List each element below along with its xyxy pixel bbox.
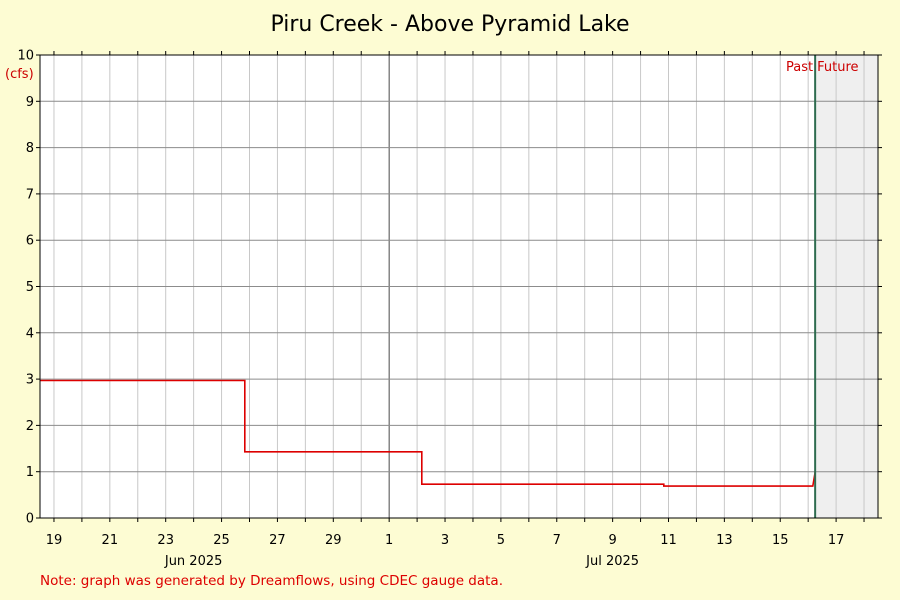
plot-border (39, 54, 879, 519)
x-month-label: Jul 2025 (585, 554, 639, 569)
past-label: Past (786, 60, 813, 75)
x-tick-label: 3 (441, 533, 449, 548)
x-tick-label: 25 (213, 533, 230, 548)
x-tick-label: 15 (772, 533, 789, 548)
y-tick-label: 3 (26, 373, 34, 388)
x-tick-label: 7 (553, 533, 561, 548)
x-tick-label: 11 (660, 533, 677, 548)
y-tick-label: 9 (26, 95, 34, 110)
y-tick-label: 1 (26, 465, 34, 480)
x-tick-label: 23 (157, 533, 174, 548)
x-tick-label: 9 (608, 533, 616, 548)
future-label: Future (817, 60, 858, 75)
y-tick-label: 4 (26, 326, 34, 341)
x-tick-label: 13 (716, 533, 733, 548)
y-tick-label: 2 (26, 419, 34, 434)
x-tick-label: 29 (325, 533, 342, 548)
x-tick-label: 19 (46, 533, 63, 548)
flow-series-line (40, 379, 816, 487)
x-tick-label: 27 (269, 533, 286, 548)
x-tick-label: 1 (385, 533, 393, 548)
y-tick-label: 8 (26, 141, 34, 156)
x-tick-label: 17 (828, 533, 845, 548)
marker-layer: Past Future (786, 55, 859, 518)
y-tick-label: 5 (26, 280, 34, 295)
x-tick-label: 5 (497, 533, 505, 548)
y-axis-label: (cfs) (5, 67, 34, 82)
chart-title: Piru Creek - Above Pyramid Lake (270, 12, 630, 37)
y-tick-label: 7 (26, 187, 34, 202)
x-month-label: Jun 2025 (164, 554, 223, 569)
x-tick-label: 21 (102, 533, 119, 548)
y-tick-label: 10 (17, 49, 34, 64)
y-axis: 0 1 2 3 4 5 6 7 8 9 10 (17, 49, 882, 527)
y-tick-label: 0 (26, 512, 34, 527)
chart-note: Note: graph was generated by Dreamflows,… (40, 573, 504, 589)
y-tick-label: 6 (26, 234, 34, 249)
